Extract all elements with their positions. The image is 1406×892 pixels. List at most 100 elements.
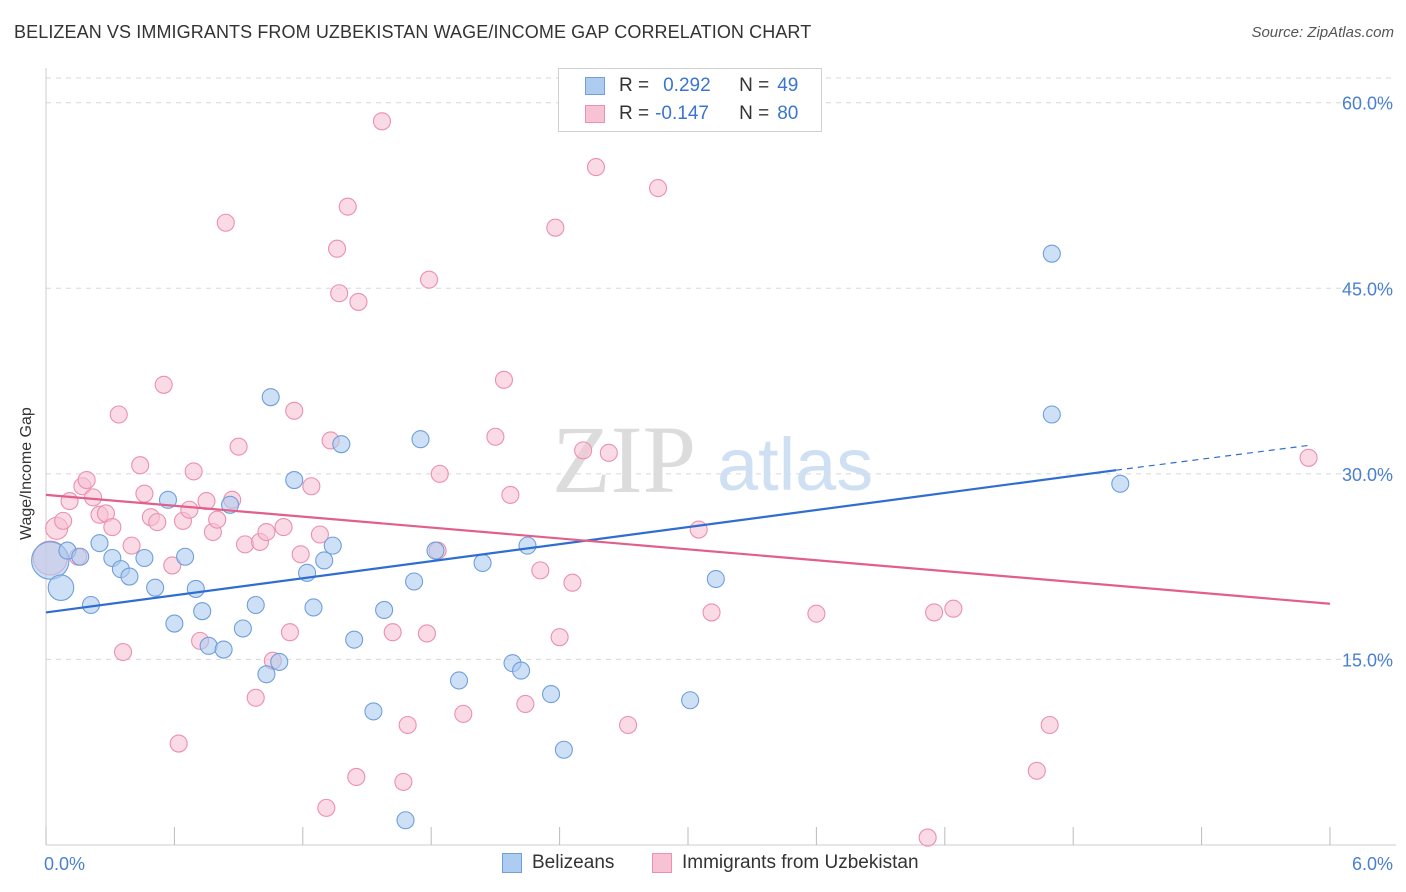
n-label: N = (739, 103, 770, 124)
belizeans-point (315, 551, 334, 570)
legend-swatch-pink (652, 853, 672, 873)
source-label: Source: ZipAtlas.com (1251, 24, 1394, 41)
n-value: 49 (777, 75, 799, 96)
uzbekistan-point (550, 628, 569, 647)
belizeans-point (554, 740, 573, 759)
belizeans-point (199, 636, 218, 655)
uzbekistan-point (122, 536, 141, 555)
belizeans-point (449, 671, 469, 690)
uzbekistan-point (274, 518, 293, 537)
uzbekistan-point (109, 405, 128, 424)
uzbekistan-point (327, 239, 347, 258)
uzbekistan-point (169, 734, 188, 753)
r-value: -0.147 (655, 103, 709, 124)
uzbekistan-point (103, 518, 122, 537)
uzbekistan-point (338, 197, 357, 216)
belizeans-point (396, 811, 415, 830)
belizeans-point (270, 652, 289, 671)
legend-item-belizeans[interactable]: Belizeans (502, 852, 614, 874)
belizeans-point (165, 614, 184, 633)
belizeans-point (304, 598, 323, 617)
uzbekistan-point (944, 599, 963, 618)
belizeans-point (473, 553, 492, 572)
belizeans-point (146, 578, 165, 597)
x-tick-label-max: 6.0% (1352, 854, 1393, 874)
belizeans-point (411, 430, 430, 449)
uzbekistan-point (135, 484, 154, 503)
uzbekistan-point (291, 545, 310, 564)
uzbekistan-point (372, 112, 392, 131)
uzbekistan-point (349, 292, 368, 311)
legend-label-uzbekistan: Immigrants from Uzbekistan (682, 852, 919, 873)
uzbekistan-point (420, 270, 439, 289)
legend-label-belizeans: Belizeans (532, 852, 615, 873)
belizeans-point (71, 547, 90, 566)
uzbekistan-point (702, 603, 721, 622)
uzbekistan-point (246, 688, 265, 707)
uzbekistan-point (1040, 715, 1059, 735)
legend-item-uzbekistan[interactable]: Immigrants from Uzbekistan (652, 852, 919, 874)
uzbekistan-point (330, 284, 349, 303)
y-tick-label: 15.0% (1342, 650, 1393, 670)
belizeans-point (375, 600, 394, 620)
belizeans-point (345, 630, 364, 649)
uzbekistan-point (317, 798, 336, 817)
y-tick-label: 30.0% (1342, 465, 1393, 485)
belizeans-point (1042, 244, 1061, 263)
uzbekistan-point (257, 522, 276, 542)
legend-swatch-blue (502, 853, 522, 873)
uzbekistan-point (163, 556, 182, 575)
belizeans-point (364, 702, 383, 721)
belizeans-point (90, 534, 109, 553)
uzbekistan-point (563, 573, 582, 592)
n-value: 80 (777, 103, 799, 124)
belizeans-point (541, 685, 561, 704)
uzbekistan-point (184, 462, 203, 481)
belizeans-point (706, 569, 725, 589)
tick-labels: 15.0% 30.0% 45.0% 60.0% 0.0% 6.0% (44, 94, 1393, 874)
uzbekistan-point (398, 715, 417, 735)
stats-box: R = 0.292 N = 49 R = -0.147 N = 80 (558, 68, 822, 132)
uzbekistan-point (383, 623, 402, 642)
uzbekistan-point (648, 179, 668, 198)
belizeans-point (405, 572, 424, 591)
belizeans-point (135, 548, 154, 568)
uzbekistan-point (285, 401, 304, 420)
axes (45, 68, 1396, 846)
trend-lines (45, 444, 1331, 614)
r-label: R = (619, 75, 650, 96)
uzbekistan-point (1027, 761, 1046, 780)
uzbekistan-point (689, 520, 708, 539)
belizeans-point (426, 541, 445, 560)
uzbekistan-point (486, 427, 505, 446)
belizeans-point (1111, 474, 1130, 493)
uzbekistan-point (77, 471, 96, 490)
uzbekistan-point (918, 828, 937, 847)
uzbekistan-point (531, 561, 550, 580)
uzbekistan-point (280, 623, 300, 642)
belizeans-point (246, 595, 265, 615)
belizeans-point (1042, 405, 1061, 424)
n-label: N = (739, 75, 770, 96)
stats-row-belizeans: R = 0.292 N = 49 (559, 72, 798, 100)
belizeans-point (176, 547, 195, 566)
swatch-blue (585, 77, 605, 95)
uzbekistan-point (494, 370, 514, 389)
belizeans-point (120, 567, 139, 586)
uzbekistan-point (60, 492, 79, 511)
belizeans-point (332, 435, 351, 454)
uzbekistan-point (586, 158, 606, 177)
belizeans-point (193, 602, 212, 621)
uzbekistan-point (925, 603, 944, 622)
stats-row-uzbekistan: R = -0.147 N = 80 (559, 100, 798, 128)
uzbekistan-point (394, 772, 413, 791)
belizeans-point (186, 579, 205, 598)
uzbekistan-point (546, 218, 565, 237)
uzbekistan-point (54, 511, 73, 530)
trend-line-uzbekistan (45, 493, 1331, 605)
uzbekistan-point (574, 441, 593, 460)
uzbekistan-point (113, 642, 133, 662)
watermark: ZIP atlas (552, 406, 873, 513)
watermark-zip: ZIP (552, 406, 696, 513)
